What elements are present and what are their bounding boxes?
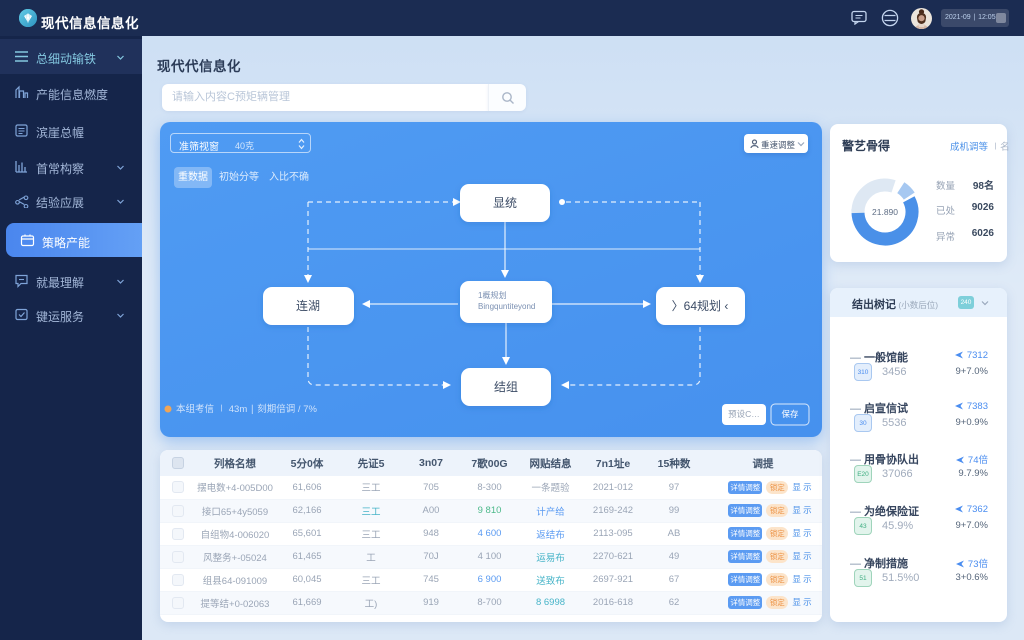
svg-text:预设C…: 预设C…	[728, 409, 760, 419]
svg-text:本组考信 ∣ 43m ∣ 刻期倍调 / 7%: 本组考信 ∣ 43m ∣ 刻期倍调 / 7%	[176, 403, 317, 415]
svg-text:结组: 结组	[494, 380, 518, 394]
svg-text:21.890: 21.890	[872, 207, 898, 217]
svg-text:连湖: 连湖	[296, 298, 320, 313]
svg-text:显统: 显统	[493, 196, 517, 210]
svg-text:保存: 保存	[781, 409, 799, 419]
svg-text:1概规划: 1概规划	[478, 290, 506, 300]
svg-text:〉64规划 ‹: 〉64规划 ‹	[672, 298, 729, 313]
svg-text:Bingquntiteyond: Bingquntiteyond	[478, 302, 535, 311]
